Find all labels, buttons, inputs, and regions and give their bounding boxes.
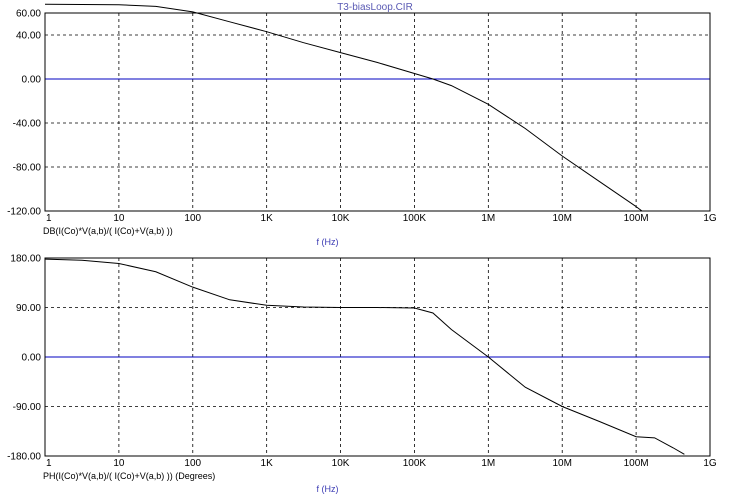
magnitude-x-tick-label: 100K [403, 213, 427, 224]
phase-x-tick-label: 1K [261, 458, 274, 469]
magnitude-plot: 60.00 40.00 0.00 -40.00 -80.00 -120.00 1 10 100… [7, 3, 717, 247]
phase-x-tick-label: 100M [624, 458, 649, 469]
magnitude-x-tick-label: 1G [703, 213, 717, 224]
phase-x-tick-label: 100 [184, 458, 201, 469]
phase-y-tick-label: 0.00 [22, 353, 42, 364]
magnitude-x-axis-label: f (Hz) [317, 237, 339, 247]
magnitude-expression-label: DB(I(Co)*V(a,b)/( I(Co)+V(a,b) )) [43, 226, 173, 236]
magnitude-x-tick-label: 100 [184, 213, 201, 224]
magnitude-y-tick-label: 40.00 [16, 31, 41, 42]
magnitude-y-tick-label: -80.00 [13, 163, 42, 174]
magnitude-plot-frame [44, 12, 711, 212]
phase-y-tick-label: -90.00 [13, 402, 42, 413]
magnitude-x-tick-label: 100M [624, 213, 649, 224]
magnitude-y-tick-label: 0.00 [22, 75, 42, 86]
magnitude-curve [44, 3, 643, 212]
magnitude-y-tick-label: -120.00 [7, 207, 41, 218]
magnitude-y-tick-label: 60.00 [16, 9, 41, 20]
phase-x-tick-label: 10K [332, 458, 350, 469]
phase-x-axis-label: f (Hz) [317, 484, 339, 494]
phase-x-tick-label: 100K [403, 458, 427, 469]
phase-expression-label: PH(I(Co)*V(a,b)/( I(Co)+V(a,b) )) (Degre… [43, 471, 215, 481]
phase-curve [44, 258, 685, 455]
phase-x-tick-label: 1 [46, 458, 52, 469]
phase-plot: 180.00 90.00 0.00 -90.00 -180.00 1 10 100 1K 10K… [7, 254, 717, 495]
phase-x-axis-ticks: 1 10 100 1K 10K 100K 1M 10M 100M 1G [46, 458, 717, 469]
phase-x-tick-label: 1G [703, 458, 717, 469]
magnitude-x-tick-label: 10 [113, 213, 125, 224]
phase-x-tick-label: 1M [481, 458, 495, 469]
magnitude-x-tick-label: 1K [261, 213, 274, 224]
magnitude-x-tick-label: 1 [46, 213, 52, 224]
magnitude-y-axis-ticks: 60.00 40.00 0.00 -40.00 -80.00 -120.00 [7, 9, 41, 218]
phase-y-tick-label: 90.00 [16, 303, 41, 314]
magnitude-x-tick-label: 1M [481, 213, 495, 224]
phase-y-tick-label: -180.00 [7, 452, 41, 463]
phase-y-tick-label: 180.00 [10, 254, 41, 265]
magnitude-x-tick-label: 10K [332, 213, 350, 224]
phase-x-tick-label: 10M [552, 458, 571, 469]
phase-y-axis-ticks: 180.00 90.00 0.00 -90.00 -180.00 [7, 254, 41, 463]
phase-x-tick-label: 10 [113, 458, 125, 469]
chart-title: T3-biasLoop.CIR [337, 2, 413, 13]
magnitude-x-tick-label: 10M [552, 213, 571, 224]
magnitude-y-tick-label: -40.00 [13, 119, 42, 130]
phase-plot-frame [44, 257, 711, 457]
magnitude-grid [45, 13, 710, 211]
magnitude-x-axis-ticks: 1 10 100 1K 10K 100K 1M 10M 100M 1G [46, 213, 717, 224]
